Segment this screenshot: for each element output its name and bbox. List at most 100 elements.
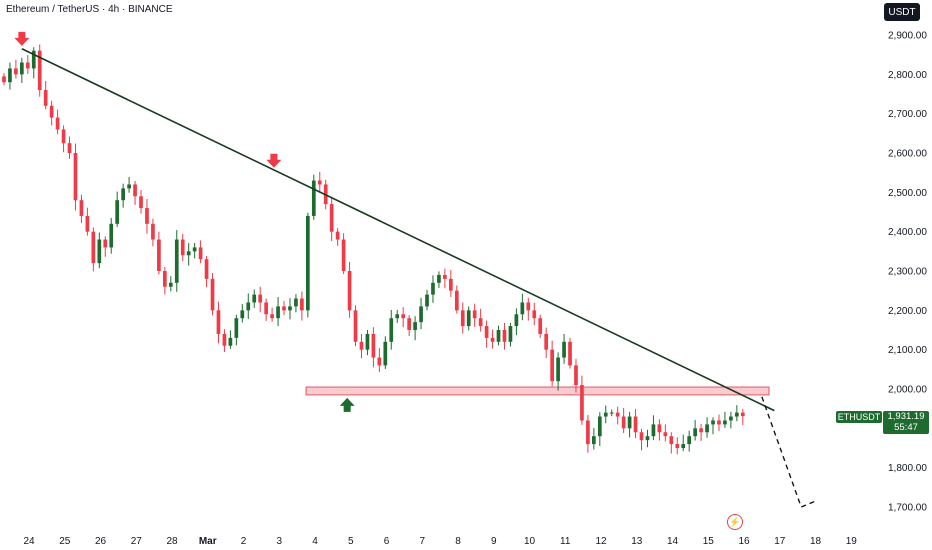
candle-body [31,50,36,69]
y-tick-label: 2,100.00 [888,345,927,356]
flash-icon[interactable]: ⚡ [727,514,743,530]
candle-body [109,223,114,248]
x-tick-label: 14 [667,536,679,547]
candle-up [389,309,394,350]
x-tick-label: 4 [312,536,318,547]
candle-up [651,415,656,441]
candle-down [472,303,477,327]
candle-down [25,55,30,74]
candle-up [246,293,251,319]
candle-body [603,412,608,417]
candle-body [61,129,66,144]
candle-body [317,180,322,185]
markers-layer [14,31,355,412]
candle-up [609,409,614,417]
candle-down [580,375,584,425]
candle-body [157,239,161,271]
candle-down [79,194,84,224]
candle-body [723,420,727,425]
candle-down [675,437,680,455]
candle-body [729,416,733,421]
candle-body [240,310,245,319]
candle-down [538,314,543,338]
candle-up [228,330,233,349]
candle-up [425,289,429,311]
candle-down [353,305,358,347]
y-tick-label: 2,200.00 [888,306,927,317]
candle-down [163,267,167,295]
candle-up [419,297,423,330]
candle-up [168,276,173,292]
candle-body [246,302,251,311]
candle-body [329,204,334,232]
candle-body [151,223,155,240]
candle-body [675,444,680,448]
y-tick-label: 1,700.00 [888,503,927,514]
candle-down [633,409,638,439]
candle-body [55,117,60,130]
candle-body [115,200,120,224]
candle-down [621,407,626,434]
candle-body [449,278,453,291]
candle-up [735,405,739,422]
candle-down [401,307,406,328]
x-tick-label: 28 [166,536,178,547]
candle-body [276,306,280,319]
candle-body [282,306,286,311]
projection-path [761,396,816,508]
y-tick-label: 2,000.00 [888,385,927,396]
candle-body [270,314,274,319]
y-tick-label: 2,600.00 [888,149,927,160]
bar-countdown: 55:47 [894,422,918,433]
candle-down [449,269,453,297]
candle-down [49,100,54,126]
candle-body [413,322,417,330]
y-tick-label: 2,900.00 [888,31,927,42]
candle-up [496,325,501,346]
candle-body [574,365,578,386]
arrow-up-icon [339,397,355,412]
candle-body [454,290,459,311]
currency-button[interactable]: USDT [884,3,920,21]
candle-up [294,294,298,313]
chart-title: Ethereum / TetherUS · 4h · BINANCE [6,4,173,15]
candle-up [20,57,24,83]
candle-body [508,326,513,342]
candle-body [139,196,143,209]
x-axis: 24 25 26 27 28 Mar 2 3 4 5 6 7 8 9 10 11 12 13 14 15 16 17 18 1… [23,536,857,547]
support-zone [305,386,770,396]
candle-down [91,227,96,272]
candle-body [460,310,465,327]
candle-down [258,286,263,313]
candle-body [174,239,179,283]
x-tick-label: 19 [846,536,858,547]
candle-body [711,420,715,425]
candle-up [31,47,36,79]
candle-body [204,259,209,279]
candle-up [174,230,179,292]
candle-down [270,307,274,322]
candle-body [437,274,441,283]
candle-body [311,180,316,216]
candle-down [490,329,495,349]
trendline [21,48,775,412]
arrow-down-icon [266,153,282,168]
candle-down [43,81,48,110]
last-price-tag: 1,931.19 55:47 [883,411,929,434]
candle-body [496,330,501,342]
candle-down [145,199,149,234]
candle-down [317,171,322,193]
candle-down [300,291,304,321]
y-tick-label: 2,400.00 [888,227,927,238]
candle-down [264,298,268,321]
candle-body [586,420,590,445]
candle-body [186,251,191,256]
candle-body [550,349,554,382]
candle-body [347,271,352,311]
symbol-price-tag: ETHUSDT [836,411,882,423]
candle-up [311,174,316,220]
candle-down [532,302,537,326]
candle-down [157,231,161,275]
candle-down [61,125,66,153]
